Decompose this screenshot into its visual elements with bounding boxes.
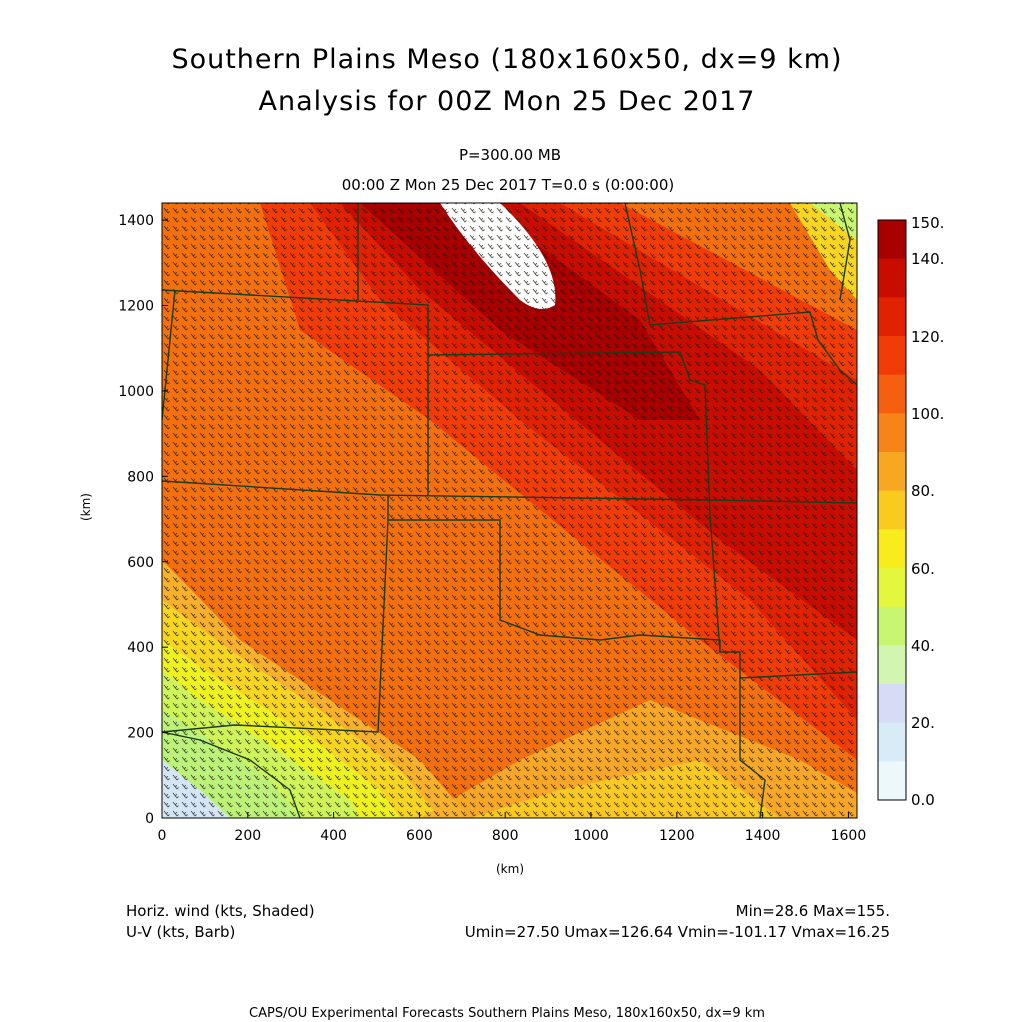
pressure-level-label: P=300.00 MB <box>458 146 562 164</box>
colorbar-tick-label: 100. <box>911 405 945 423</box>
x-tick-label: 0 <box>158 828 167 844</box>
x-axis-label: (km) <box>496 862 525 876</box>
barb-field-label: U-V (kts, Barb) <box>126 923 236 941</box>
colorbar-swatch <box>878 645 906 685</box>
colorbar-swatch <box>878 413 906 453</box>
x-tick-label: 1200 <box>659 828 695 844</box>
y-tick-label: 1000 <box>118 384 154 400</box>
colorbar-tick-label: 20. <box>911 714 935 732</box>
x-tick-label: 600 <box>406 828 433 844</box>
colorbar <box>878 220 906 801</box>
x-tick-label: 1600 <box>831 828 867 844</box>
chart-title-line-1: Southern Plains Meso (180x160x50, dx=9 k… <box>171 44 843 75</box>
colorbar-tick-label: 150. <box>911 214 945 232</box>
credit-line: CAPS/OU Experimental Forecasts Southern … <box>249 1006 765 1021</box>
shaded-field-label: Horiz. wind (kts, Shaded) <box>126 902 315 920</box>
y-tick-label: 0 <box>145 811 154 827</box>
x-axis: 0 200 400 600 800 1000 1200 1400 1600 <box>158 812 867 844</box>
colorbar-tick-label: 40. <box>911 637 935 655</box>
colorbar-frame <box>877 219 907 801</box>
uv-stats: Umin=27.50 Umax=126.64 Vmin=-101.17 Vmax… <box>464 923 890 941</box>
x-tick-label: 1400 <box>745 828 781 844</box>
colorbar-tick-label: 0.0 <box>911 791 935 809</box>
y-tick-label: 600 <box>127 555 154 571</box>
y-tick-label: 800 <box>127 469 154 485</box>
colorbar-swatch <box>878 452 906 492</box>
colorbar-swatch <box>878 761 906 801</box>
plot-frame <box>161 202 858 819</box>
x-tick-label: 800 <box>492 828 519 844</box>
y-tick-label: 1400 <box>118 213 154 229</box>
valid-time-label: 00:00 Z Mon 25 Dec 2017 T=0.0 s (0:00:00… <box>341 176 675 194</box>
colorbar-swatch <box>878 722 906 762</box>
x-tick-label: 200 <box>234 828 261 844</box>
colorbar-swatch <box>878 490 906 530</box>
wind-speed-shading <box>162 203 857 818</box>
y-tick-label: 200 <box>127 726 154 742</box>
colorbar-tick-label: 60. <box>911 560 935 578</box>
colorbar-swatch <box>878 374 906 414</box>
y-tick-label: 1200 <box>118 299 154 315</box>
chart-title-line-2: Analysis for 00Z Mon 25 Dec 2017 <box>258 86 756 117</box>
colorbar-swatch <box>878 529 906 569</box>
colorbar-swatch <box>878 336 906 376</box>
x-tick-label: 1000 <box>573 828 609 844</box>
y-tick-label: 400 <box>127 640 154 656</box>
colorbar-swatch <box>878 220 906 260</box>
colorbar-tick-label: 120. <box>911 328 945 346</box>
y-axis: 0 200 400 600 800 1000 1200 1400 <box>118 213 168 827</box>
state-boundaries <box>162 203 857 818</box>
min-max-stats: Min=28.6 Max=155. <box>735 902 890 920</box>
colorbar-swatch <box>878 297 906 337</box>
y-axis-label: (km) <box>79 492 94 522</box>
x-tick-label: 400 <box>320 828 347 844</box>
colorbar-tick-label: 140. <box>911 250 945 268</box>
colorbar-swatch <box>878 684 906 724</box>
colorbar-tick-label: 80. <box>911 482 935 500</box>
colorbar-swatch <box>878 258 906 298</box>
colorbar-swatch <box>878 568 906 608</box>
colorbar-swatch <box>878 606 906 646</box>
